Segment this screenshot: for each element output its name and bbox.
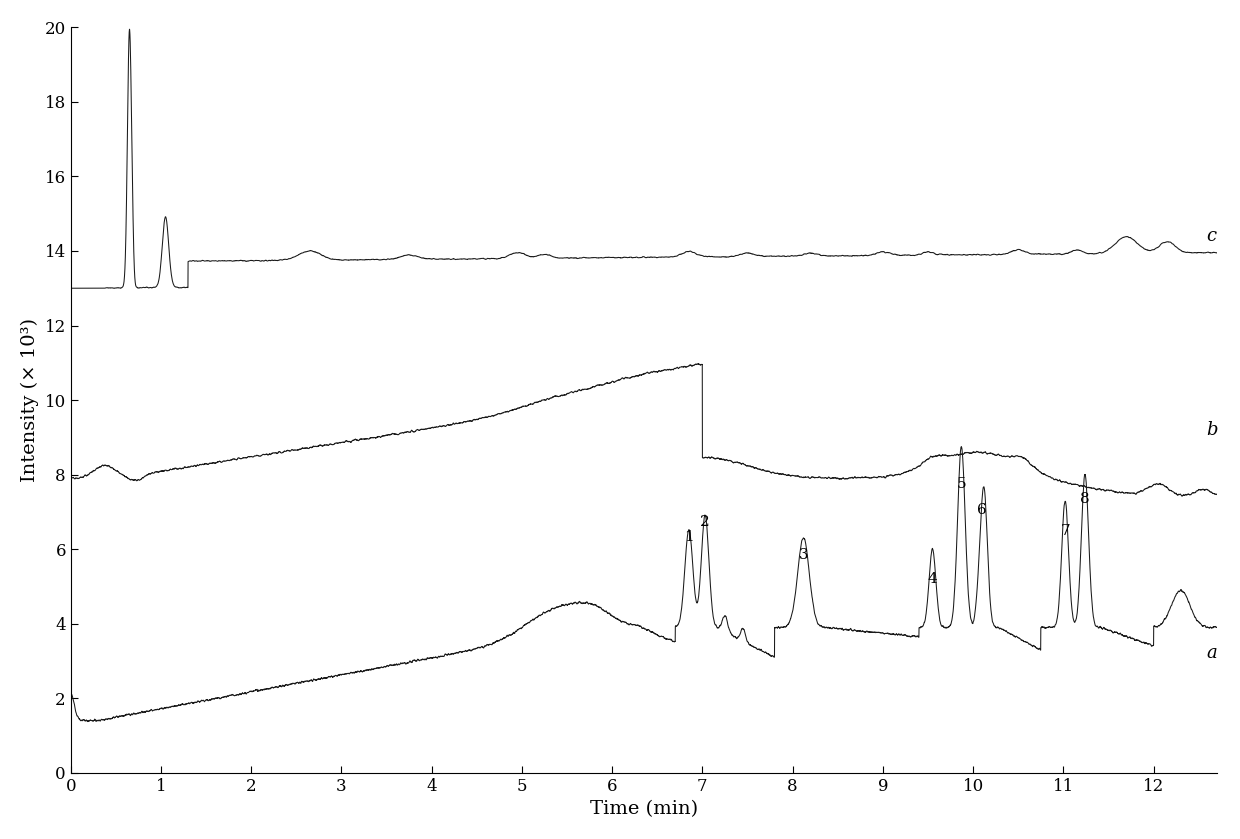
Text: a: a [1207,644,1216,663]
Text: 7: 7 [1060,524,1070,538]
Text: 2: 2 [701,514,711,529]
Text: 4: 4 [928,572,937,586]
Text: 3: 3 [799,548,808,562]
X-axis label: Time (min): Time (min) [590,800,698,818]
Y-axis label: Intensity (× 10³): Intensity (× 10³) [21,318,40,482]
Text: b: b [1207,421,1218,439]
Text: 8: 8 [1080,492,1090,506]
Text: 5: 5 [956,477,966,492]
Text: c: c [1207,227,1216,245]
Text: 6: 6 [977,503,987,518]
Text: 1: 1 [684,529,693,544]
